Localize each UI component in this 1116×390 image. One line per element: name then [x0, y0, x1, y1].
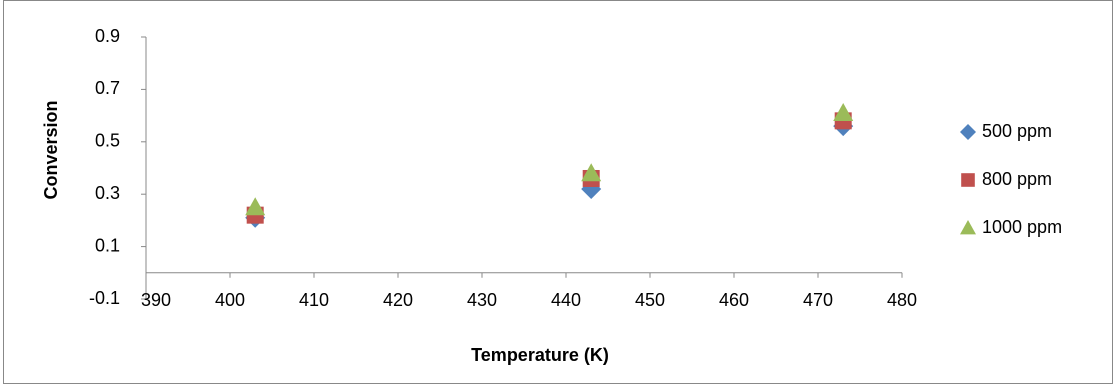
- triangle-marker: [833, 102, 854, 121]
- y-tick-label: 0.1: [95, 235, 120, 255]
- square-marker: [961, 173, 975, 187]
- x-tick-label: 400: [215, 290, 245, 310]
- legend-label: 800 ppm: [982, 169, 1052, 189]
- x-tick-label: 480: [887, 290, 917, 310]
- legend-label: 1000 ppm: [982, 217, 1062, 237]
- diamond-marker: [960, 124, 976, 140]
- triangle-marker: [245, 197, 266, 216]
- legend-label: 500 ppm: [982, 121, 1052, 141]
- x-tick-label: 410: [299, 290, 329, 310]
- x-tick-label: 440: [551, 290, 581, 310]
- triangle-marker: [960, 220, 976, 235]
- x-tick-label: 420: [383, 290, 413, 310]
- y-tick-label: -0.1: [89, 288, 120, 308]
- y-tick-label: 0.3: [95, 183, 120, 203]
- chart-border: [3, 0, 1113, 384]
- y-tick-label: 0.7: [95, 78, 120, 98]
- x-tick-label: 430: [467, 290, 497, 310]
- x-axis-label: Temperature (K): [471, 345, 609, 365]
- x-tick-label: 460: [719, 290, 749, 310]
- x-tick-label: 390: [141, 290, 171, 310]
- y-tick-label: 0.5: [95, 131, 120, 151]
- triangle-marker: [581, 163, 602, 182]
- x-tick-label: 470: [803, 290, 833, 310]
- y-tick-label: 0.9: [95, 26, 120, 46]
- y-axis-label: Conversion: [41, 100, 61, 199]
- x-tick-label: 450: [635, 290, 665, 310]
